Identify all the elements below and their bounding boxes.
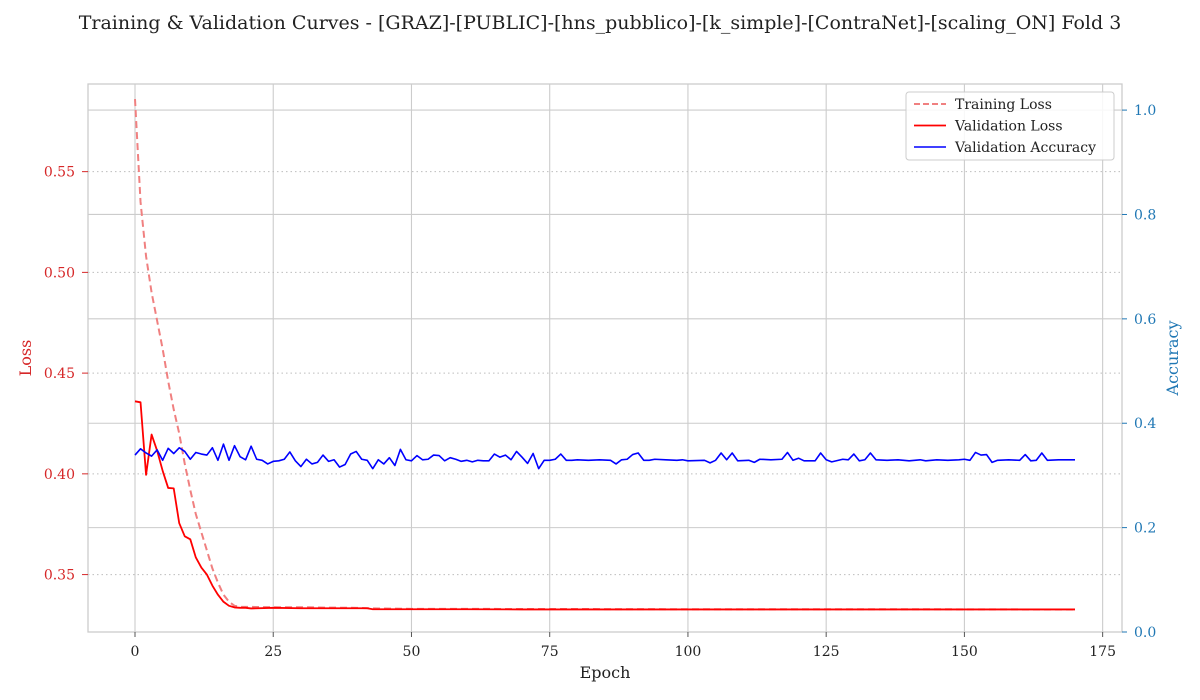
legend-entry-validation-loss: Validation Loss — [914, 119, 1063, 135]
right-tick-label: 1.0 — [1134, 103, 1156, 119]
x-tick-label: 100 — [675, 644, 702, 660]
legend: Training Loss Validation Loss Validation A… — [905, 91, 1115, 161]
right-tick-label: 0.2 — [1134, 521, 1156, 537]
right-tick-label: 0.4 — [1134, 416, 1156, 432]
legend-label: Validation Accuracy — [954, 140, 1096, 156]
y-axis-label-left: Loss — [16, 340, 35, 377]
x-tick-label: 75 — [541, 644, 559, 660]
axes: 0 25 50 75 100 125 150 175 0.0 0.2 0.4 0.6 0.8 1.0 0.3… — [44, 103, 1157, 660]
legend-entry-validation-accuracy: Validation Accuracy — [914, 140, 1096, 156]
x-tick-label: 150 — [951, 644, 978, 660]
right-tick-label: 0.0 — [1134, 625, 1156, 641]
right-tick-label: 0.6 — [1134, 312, 1156, 328]
validation-loss-line — [134, 400, 1075, 611]
x-tick-label: 0 — [131, 644, 140, 660]
x-tick-label: 25 — [264, 644, 282, 660]
y-axis-label-right: Accuracy — [1163, 321, 1182, 397]
series-layer — [134, 99, 1075, 611]
x-tick-label: 125 — [813, 644, 840, 660]
chart-title: Training & Validation Curves - [GRAZ]-[P… — [79, 12, 1122, 34]
left-tick-label: 0.45 — [44, 366, 75, 382]
x-tick-label: 50 — [403, 644, 421, 660]
legend-label: Training Loss — [955, 97, 1052, 113]
legend-entry-training-loss: Training Loss — [914, 97, 1052, 113]
right-tick-label: 0.8 — [1134, 207, 1156, 223]
legend-label: Validation Loss — [954, 119, 1063, 135]
left-tick-label: 0.55 — [44, 165, 75, 181]
validation-accuracy-line — [134, 443, 1075, 470]
left-tick-label: 0.50 — [44, 265, 75, 281]
x-axis-label: Epoch — [580, 663, 631, 682]
left-tick-label: 0.35 — [44, 568, 75, 584]
x-tick-label: 175 — [1089, 644, 1116, 660]
legend-box — [905, 91, 1115, 161]
left-tick-label: 0.40 — [44, 467, 75, 483]
plot-frame — [87, 83, 1123, 633]
training-loss-line — [134, 99, 1075, 611]
grid — [88, 84, 1122, 633]
